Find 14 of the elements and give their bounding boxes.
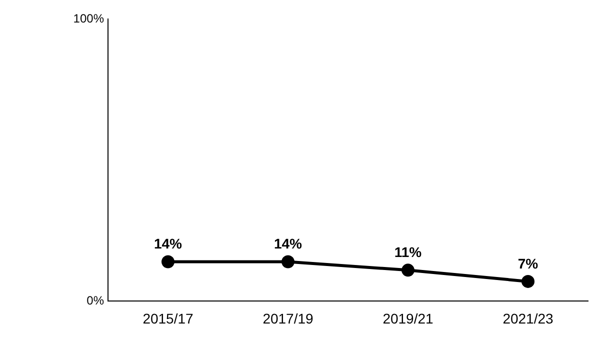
point xyxy=(282,255,294,268)
x-tick-label: 2021/23 xyxy=(502,310,554,326)
point xyxy=(522,274,534,288)
data-label: 7% xyxy=(518,255,539,272)
y-tick-label: 0% xyxy=(86,294,104,308)
data-label: 14% xyxy=(154,236,183,252)
data-label: 11% xyxy=(394,244,422,260)
x-tick-label: 2015/17 xyxy=(142,310,194,326)
x-tick-label: 2017/19 xyxy=(262,310,314,326)
data-label: 14% xyxy=(274,236,303,252)
y-tick-label: 100% xyxy=(73,12,104,26)
point xyxy=(162,255,174,268)
point xyxy=(402,264,414,277)
x-tick-label: 2019/21 xyxy=(382,310,434,326)
